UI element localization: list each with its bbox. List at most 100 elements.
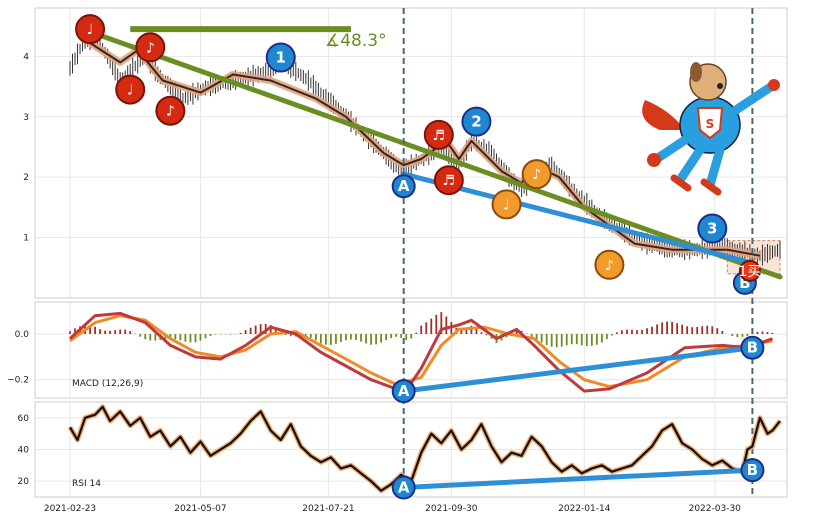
macd-histogram-bar (99, 329, 102, 334)
macd-histogram-bar (284, 334, 287, 336)
macd-histogram-bar (239, 332, 242, 334)
macd-histogram-bar (214, 334, 217, 335)
macd-histogram-bar (139, 334, 142, 337)
macd-histogram-bar (385, 334, 388, 341)
macd-histogram-bar (114, 330, 117, 334)
macd-marker (740, 335, 765, 360)
macd-histogram-bar (400, 334, 403, 338)
macd-histogram-bar (465, 328, 468, 334)
price-marker-label: A (398, 177, 410, 195)
price-marker-label: ♬ (433, 128, 446, 144)
macd-histogram-bar (314, 334, 317, 341)
price-marker (594, 249, 625, 280)
macd-histogram-bar (119, 329, 122, 334)
macd-histogram-bar (375, 334, 377, 345)
price-marker (491, 189, 522, 220)
macd-y-tick-label: 0.0 (15, 330, 30, 340)
price-marker-label: ♩ (503, 197, 510, 213)
macd-histogram-bar (204, 334, 207, 339)
macd-histogram-bar (470, 325, 473, 334)
macd-histogram-bar (575, 334, 578, 345)
mascot-nose (717, 83, 723, 89)
macd-histogram-bar (360, 334, 362, 342)
macd-histogram-bar (651, 326, 653, 334)
macd-histogram-bar (631, 329, 633, 334)
price-marker (75, 14, 106, 45)
price-y-tick-label: 2 (23, 173, 29, 183)
macd-histogram-bar (570, 334, 573, 345)
macd-histogram-bar (626, 329, 628, 334)
rsi-y-tick-label: 20 (18, 477, 30, 487)
macd-histogram-bar (706, 325, 709, 334)
macd-histogram-bar (410, 334, 413, 339)
angle-label: ∡48.3° (325, 31, 387, 51)
macd-histogram-bar (580, 334, 583, 346)
rsi-line (69, 405, 781, 492)
macd-histogram-bar (189, 334, 192, 343)
rsi-marker (740, 458, 765, 483)
mascot-cape (642, 100, 685, 130)
macd-histogram-bar (259, 324, 262, 334)
macd-histogram-bar (249, 327, 252, 334)
macd-histogram-bar (435, 314, 438, 334)
x-tick-label: 2021-07-21 (302, 504, 354, 514)
macd-histogram-bar (616, 332, 618, 334)
mascot-boots (670, 174, 722, 196)
price-marker-label: ♪ (605, 258, 614, 274)
x-tick-label: 2022-03-30 (689, 504, 742, 514)
macd-histogram-bar (751, 333, 754, 334)
macd-histogram-bar (69, 331, 71, 334)
superhero-mascot: S (642, 62, 780, 196)
price-marker-label: 3 (707, 220, 717, 238)
price-marker (521, 159, 552, 190)
mascot-emblem: S (706, 117, 715, 131)
macd-histogram-bar (766, 332, 769, 334)
price-marker-label: ♩ (87, 22, 94, 38)
macd-histogram-bar (686, 326, 689, 334)
macd-histogram-bar (746, 334, 749, 337)
macd-histogram-bar (661, 322, 663, 334)
macd-histogram-bar (129, 331, 132, 334)
macd-histogram-bar (415, 332, 418, 334)
price-marker (423, 119, 454, 150)
macd-histogram-bar (666, 321, 669, 334)
macd-histogram-bar (656, 324, 658, 334)
price-marker (135, 32, 166, 63)
x-tick-label: 2022-01-14 (558, 504, 611, 514)
macd-histogram-bar (460, 330, 463, 334)
macd-histogram-bar (440, 312, 443, 334)
rsi-y-tick-label: 40 (18, 446, 30, 456)
mascot-shield (696, 107, 724, 140)
macd-histogram-bar (611, 334, 613, 336)
macd-histogram-bar (179, 334, 182, 341)
macd-histogram-bar (94, 326, 96, 334)
rsi-marker (391, 475, 416, 500)
macd-histogram-bar (621, 330, 623, 334)
macd-histogram-bar (269, 325, 272, 334)
macd-histogram-bar (505, 334, 508, 338)
macd-histogram-bar (641, 329, 643, 334)
macd-histogram-bar (199, 334, 202, 341)
price-marker (697, 213, 728, 244)
price-marker-label: ♩ (127, 83, 134, 99)
macd-line (68, 311, 774, 393)
macd-histogram-bar (365, 334, 367, 344)
macd-histogram-bar (445, 316, 448, 334)
x-tick-label: 2021-09-30 (425, 504, 478, 514)
macd-histogram-bar (585, 334, 588, 347)
macd-histogram-bar (330, 334, 332, 345)
macd-marker-label: B (747, 339, 758, 357)
macd-histogram-bar (425, 322, 428, 334)
x-tick-label: 2021-05-07 (174, 504, 226, 514)
x-tick-label: 2021-02-23 (44, 504, 96, 514)
price-marker-label: 1 (276, 49, 286, 67)
macd-histogram-bar (209, 334, 212, 336)
macd-histogram-bar (711, 326, 714, 334)
macd-histogram-bar (636, 330, 638, 334)
price-marker (391, 174, 416, 199)
macd-histogram-bar (124, 329, 127, 334)
macd-marker (391, 379, 416, 404)
macd-divergence-line (403, 345, 753, 394)
price-marker-label: 2 (471, 113, 481, 131)
